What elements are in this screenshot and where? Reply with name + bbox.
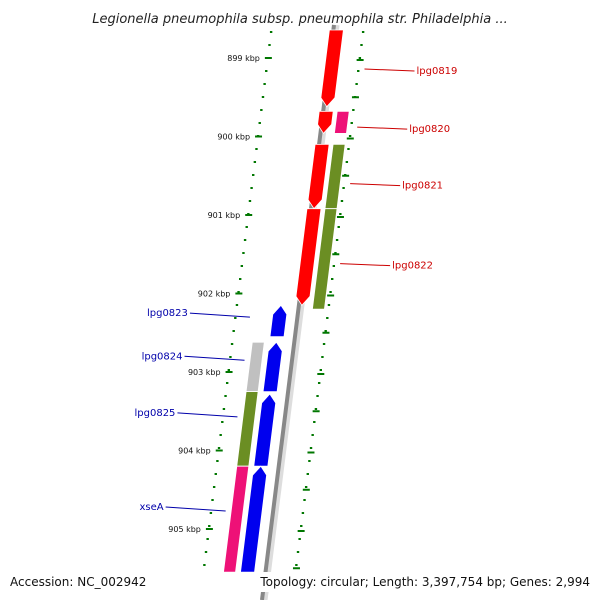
tick-label: 900 kbp — [217, 133, 250, 142]
footer-background — [0, 572, 600, 592]
gene-label-xseA[interactable]: xseA — [140, 502, 164, 513]
tick-label: 903 kbp — [188, 368, 221, 377]
label-leader — [357, 126, 408, 130]
gene-label-lpg0824[interactable]: lpg0824 — [142, 351, 183, 362]
label-leader — [340, 263, 391, 267]
tick-label: 899 kbp — [227, 54, 260, 63]
tick-label: 905 kbp — [168, 525, 201, 534]
gene-label-lpg0821[interactable]: lpg0821 — [402, 181, 443, 192]
gene-arrow-lpg0823[interactable] — [269, 304, 288, 338]
label-leader — [184, 355, 245, 361]
gene-labels: lpg0819 lpg0820 lpg0821 lpg0822 lpg0823 lpg08… — [135, 66, 458, 513]
cog-tracks — [223, 111, 350, 573]
gene-label-lpg0825[interactable]: lpg0825 — [135, 408, 176, 419]
gene-label-lpg0819[interactable]: lpg0819 — [416, 66, 457, 77]
gene-arrow-lpg0819[interactable] — [320, 29, 344, 108]
label-leader — [350, 183, 401, 187]
tick-label: 901 kbp — [208, 211, 241, 220]
gene-label-lpg0822[interactable]: lpg0822 — [392, 261, 433, 272]
label-leader — [364, 68, 415, 72]
gene-arrow-lpg0821[interactable] — [307, 143, 330, 210]
accession-text: Accession: NC_002942 — [10, 575, 146, 589]
forward-cog-bar — [333, 111, 350, 134]
label-leader — [189, 312, 250, 318]
gene-tracks — [240, 29, 344, 573]
gene-arrow-lpg0825[interactable] — [253, 393, 277, 467]
gene-arrow-lpg0822[interactable] — [295, 208, 322, 306]
gene-arrow-lpg0824[interactable] — [262, 341, 283, 393]
forward-cog-bar — [311, 208, 338, 310]
map-title: Legionella pneumophila subsp. pneumophil… — [92, 12, 508, 27]
kbp-ticks: 899 kbp 900 kbp 901 kbp 902 kbp 903 kbp 904 k… — [168, 54, 364, 570]
label-leader — [165, 506, 226, 512]
label-leader — [177, 412, 238, 418]
reverse-cog-bar — [245, 341, 265, 393]
gene-label-lpg0823[interactable]: lpg0823 — [147, 308, 188, 319]
gene-label-lpg0820[interactable]: lpg0820 — [409, 124, 450, 135]
tick-label: 902 kbp — [198, 290, 231, 299]
tick-label: 904 kbp — [178, 447, 211, 456]
gene-arrow-lpg0820[interactable] — [317, 111, 334, 135]
dotted-guide-lines — [199, 31, 365, 592]
summary-text: Topology: circular; Length: 3,397,754 bp… — [259, 575, 590, 589]
